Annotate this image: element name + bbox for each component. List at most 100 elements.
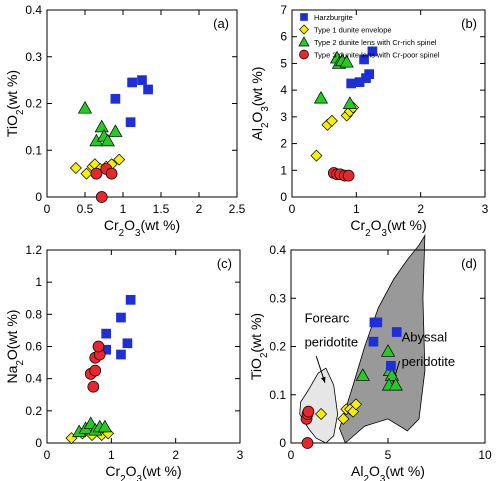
- data-point-triangle: [355, 368, 370, 381]
- y-tick-label: 7: [280, 3, 287, 17]
- data-point-triangle: [339, 54, 354, 68]
- data-point-square: [101, 328, 112, 339]
- panel-label: (c): [217, 256, 232, 271]
- y-tick-label: 0: [279, 436, 286, 450]
- data-point-square: [116, 349, 126, 360]
- y-tick-label: 1: [35, 275, 42, 289]
- panel-label: (d): [461, 256, 477, 271]
- y-tick-label: 1: [280, 163, 287, 177]
- y-tick-label: 3: [280, 110, 287, 124]
- data-point-triangle: [77, 100, 93, 114]
- annotation: peridotite: [402, 354, 455, 369]
- y-tick-label: 4: [280, 83, 287, 97]
- data-point-square: [364, 69, 375, 79]
- y-tick-label: 0: [35, 436, 42, 450]
- y-tick-label: 2: [280, 137, 287, 151]
- data-point-circle: [89, 364, 102, 377]
- data-point-triangle: [380, 344, 396, 357]
- y-axis-label: TiO2(wt %): [4, 70, 26, 137]
- y-tick-label: 0.1: [269, 388, 286, 402]
- field-forearc: [299, 367, 339, 444]
- data-point-square: [110, 93, 121, 104]
- data-point-square: [127, 77, 137, 88]
- x-tick-label: 10: [478, 448, 492, 462]
- y-tick-label: 6: [280, 30, 287, 44]
- x-tick-label: 0.5: [77, 202, 94, 216]
- legend: Harzburgite Type 1 dunite envelope Type 2 …: [298, 13, 440, 60]
- x-tick-label: 2.5: [229, 202, 246, 216]
- x-axis-label: Cr2O3(wt %): [105, 463, 181, 481]
- y-axis-label: Al2O3(wt %): [249, 67, 271, 141]
- panel-b: 0 1 2 3 0 1 2 3 4 5 6 7 Cr2O3(wt %) Al2O3(wt %) (b): [249, 3, 489, 239]
- data-point-diamond: [310, 149, 323, 162]
- x-tick-label: 2: [417, 202, 424, 216]
- y-axis-label: TiO2(wt %): [248, 313, 270, 380]
- y-tick-label: 0.3: [25, 50, 42, 64]
- data-point-circle: [302, 405, 315, 418]
- data-point-circle: [342, 169, 355, 182]
- x-tick-label: 0: [288, 448, 295, 462]
- y-tick-label: 0.4: [269, 243, 286, 257]
- data-point-square: [122, 338, 133, 349]
- y-tick-label: 0.2: [25, 404, 42, 418]
- y-tick-label: 0.2: [25, 97, 42, 111]
- y-tick-label: 5: [280, 56, 287, 70]
- data-point-square: [368, 336, 379, 347]
- data-point-square: [391, 327, 402, 337]
- data-point-diamond: [337, 412, 350, 425]
- x-tick-label: 0: [44, 448, 51, 462]
- legend-label: Type 2 dunite lens with Cr-rich spinel: [314, 38, 437, 47]
- x-axis-label: Cr2O3(wt %): [104, 217, 180, 239]
- data-point-triangle: [108, 124, 123, 137]
- legend-label: Harzburgite: [314, 13, 353, 22]
- x-tick-label: 2: [172, 448, 179, 462]
- annotation: Forearc: [305, 310, 350, 325]
- plot-frame: [291, 9, 486, 198]
- data-point-circle: [105, 167, 118, 180]
- data-point-diamond: [349, 398, 362, 411]
- y-tick-label: 0.1: [25, 143, 42, 157]
- legend-label: Type 1 dunite envelope: [314, 26, 392, 35]
- x-tick-label: 1: [108, 448, 115, 462]
- data-point-circle: [301, 437, 314, 449]
- data-point-triangle: [94, 119, 109, 133]
- annotation: peridotite: [305, 335, 358, 350]
- legend-marker-circle: [299, 49, 309, 60]
- data-point-diamond: [325, 114, 338, 127]
- y-tick-label: 0.4: [25, 3, 42, 17]
- y-tick-label: 0: [35, 190, 42, 204]
- x-tick-label: 0: [289, 202, 296, 216]
- data-point-square: [125, 117, 136, 128]
- data-point-triangle: [342, 96, 357, 109]
- data-point-square: [143, 84, 153, 95]
- data-point-square: [359, 54, 369, 65]
- data-point-square: [372, 317, 383, 328]
- data-point-diamond: [80, 167, 93, 180]
- data-point-diamond: [315, 408, 328, 421]
- x-tick-label: 1: [353, 202, 360, 216]
- y-tick-label: 0.6: [25, 340, 42, 354]
- x-tick-label: 3: [237, 448, 244, 462]
- data-point-triangle: [388, 377, 403, 391]
- legend-marker-triangle: [298, 36, 310, 47]
- panel-a: 0 0.5 1 1.5 2 2.5 0 0.1 0.2 0.3 0.4 Cr2O3(wt %) TiO2…: [4, 3, 246, 239]
- data-point-circle: [90, 167, 103, 180]
- panel-d: 0 5 10 0 0.1 0.2 0.3 0.4 Al2O3(wt %) TiO2(wt %) (d…: [248, 233, 492, 481]
- data-point-triangle: [384, 368, 399, 381]
- y-tick-label: 1.2: [25, 243, 42, 257]
- annotation: Abyssal: [402, 330, 448, 345]
- data-point-square: [346, 78, 357, 89]
- data-point-square: [137, 75, 147, 85]
- panel-label: (b): [461, 16, 477, 31]
- panel-c: 0 1 2 3 0 0.2 0.4 0.6 0.8 1 1.2 Cr2O3(wt %) Na2O(wt …: [4, 243, 244, 481]
- data-point-diamond: [113, 153, 126, 166]
- data-point-square: [386, 360, 396, 371]
- y-axis-label: Na2O(wt %): [4, 310, 26, 384]
- data-point-square: [367, 46, 378, 57]
- y-tick-label: 0: [280, 190, 287, 204]
- x-tick-label: 0: [44, 202, 51, 216]
- x-axis-label: Al2O3(wt %): [351, 463, 425, 481]
- legend-marker-diamond: [299, 24, 309, 35]
- y-tick-label: 0.3: [269, 291, 286, 305]
